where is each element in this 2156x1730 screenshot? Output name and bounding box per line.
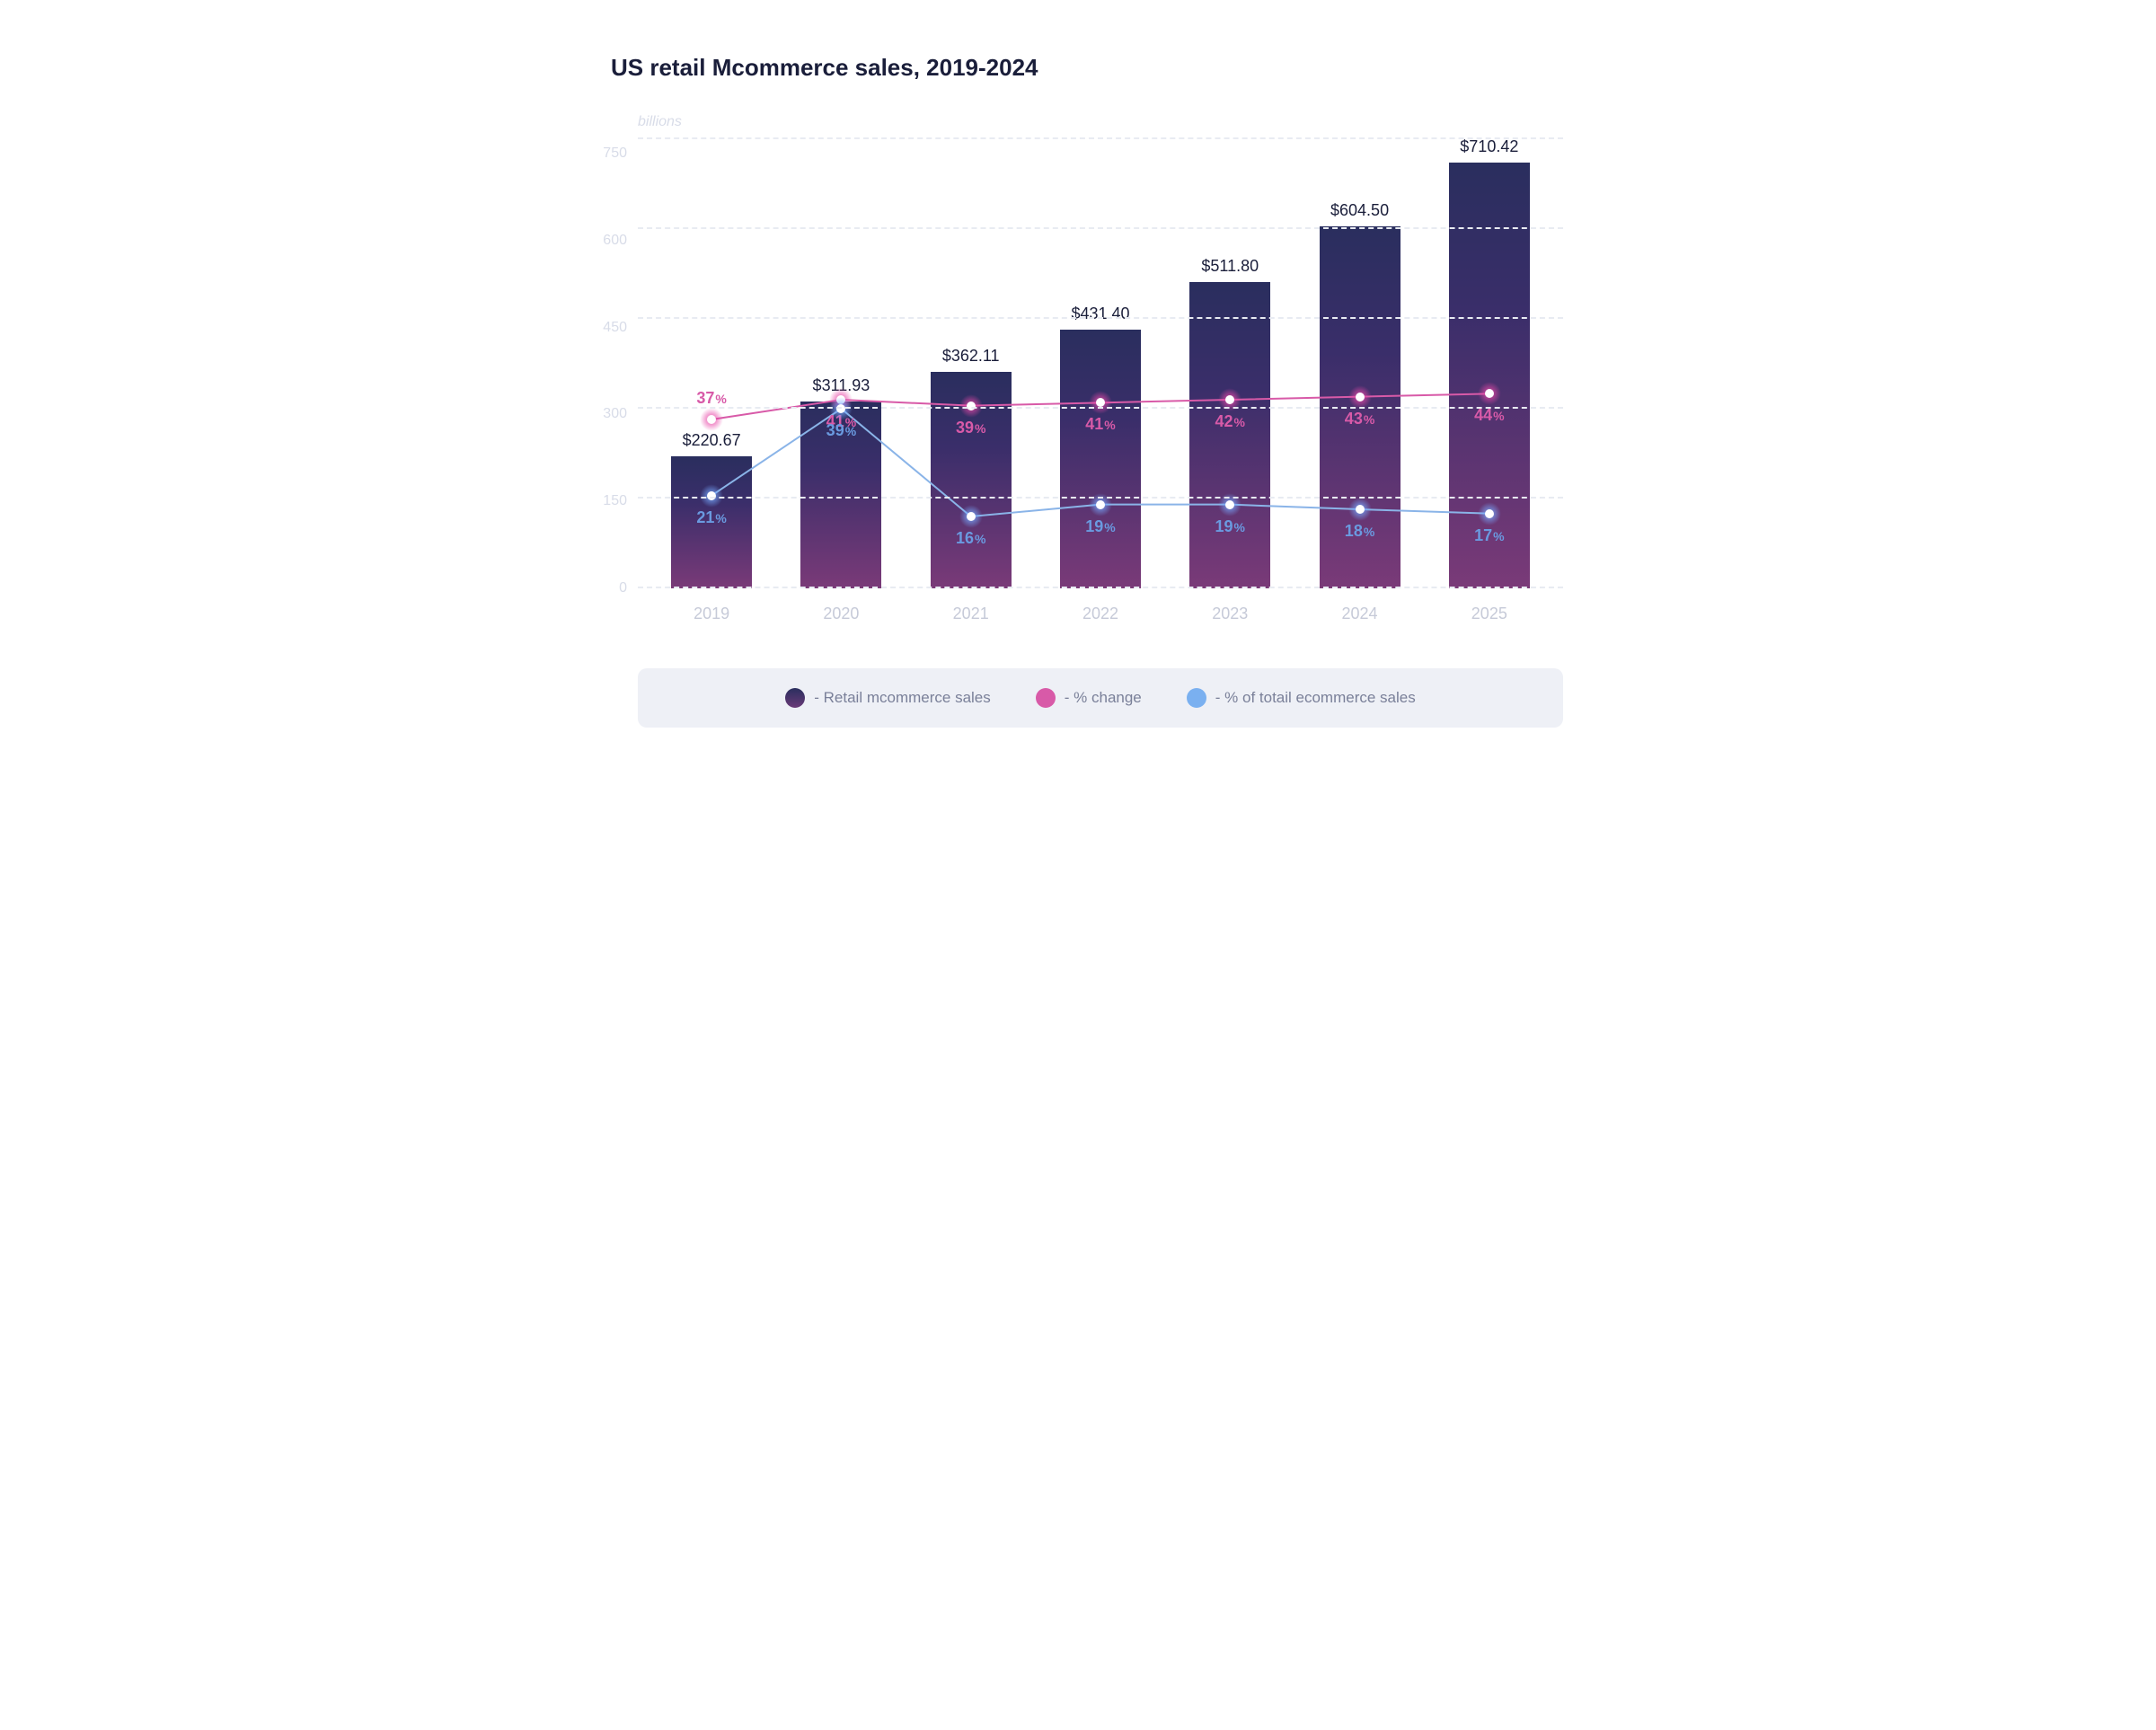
- x-tick: 2019: [671, 605, 752, 623]
- legend-item-blue: - % of totail ecommerce sales: [1187, 688, 1416, 708]
- grid-line: [638, 497, 1563, 499]
- x-tick: 2023: [1189, 605, 1270, 623]
- legend: - Retail mcommerce sales - % change - % …: [638, 668, 1563, 728]
- mcommerce-chart: US retail Mcommerce sales, 2019-2024 bil…: [593, 54, 1563, 728]
- grid-line: [638, 317, 1563, 319]
- swatch-bar-icon: [785, 688, 805, 708]
- legend-item-pink: - % change: [1036, 688, 1142, 708]
- chart-title: US retail Mcommerce sales, 2019-2024: [611, 54, 1563, 82]
- x-tick: 2020: [800, 605, 881, 623]
- y-tick: 300: [603, 407, 627, 421]
- y-tick: 750: [603, 146, 627, 161]
- legend-item-bars: - Retail mcommerce sales: [785, 688, 991, 708]
- x-axis: 2019 2020 2021 2022 2023 2024 2025: [638, 588, 1563, 623]
- grid-line: [638, 407, 1563, 409]
- legend-label: - % of totail ecommerce sales: [1215, 689, 1416, 707]
- x-tick: 2021: [931, 605, 1012, 623]
- y-tick: 450: [603, 321, 627, 335]
- y-tick: 600: [603, 234, 627, 248]
- plot: $220.67$311.93$362.11$431.40$511.80$604.…: [638, 139, 1563, 588]
- plot-area: 750 600 450 300 150 0 $220.67$311.93$362…: [593, 139, 1563, 588]
- swatch-blue-icon: [1187, 688, 1206, 708]
- legend-label: - % change: [1065, 689, 1142, 707]
- y-tick: 150: [603, 494, 627, 508]
- x-tick: 2025: [1449, 605, 1530, 623]
- legend-label: - Retail mcommerce sales: [814, 689, 991, 707]
- x-tick: 2024: [1320, 605, 1401, 623]
- line-overlay: [638, 139, 1563, 588]
- grid-line: [638, 137, 1563, 139]
- y-axis: 750 600 450 300 150 0: [593, 139, 638, 588]
- swatch-pink-icon: [1036, 688, 1056, 708]
- y-tick: 0: [619, 581, 627, 596]
- y-axis-unit: billions: [638, 114, 1563, 130]
- grid-line: [638, 227, 1563, 229]
- series-line: [711, 409, 1489, 516]
- grid-line: [638, 587, 1563, 588]
- x-tick: 2022: [1060, 605, 1141, 623]
